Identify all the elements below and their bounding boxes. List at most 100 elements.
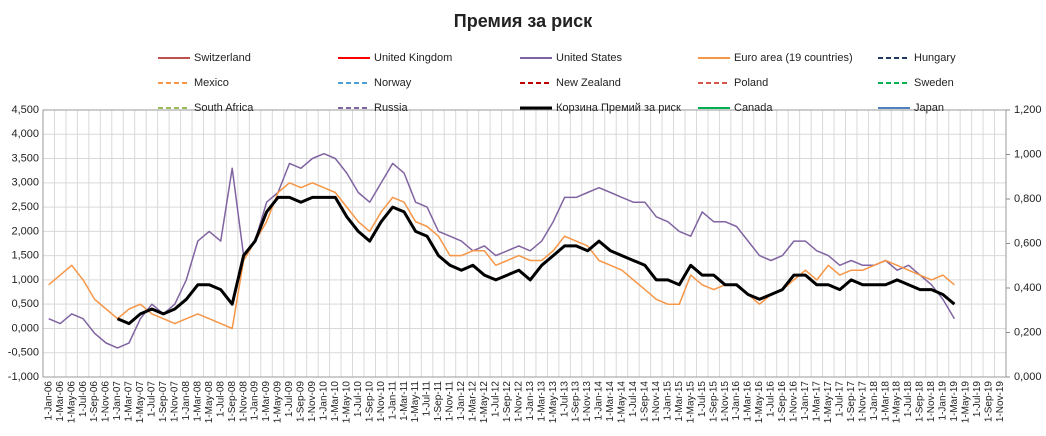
- x-tick-label: 1-Sep-06: [89, 381, 100, 423]
- x-tick-label: 1-Nov-16: [789, 381, 800, 423]
- x-tick-label: 1-Mar-09: [261, 381, 272, 422]
- y-tick-label: -1,000: [8, 371, 39, 383]
- x-tick-label: 1-May-14: [617, 381, 628, 424]
- x-tick-label: 1-Nov-08: [238, 381, 249, 423]
- y2-tick-label: 0,200: [1014, 326, 1042, 338]
- x-tick-label: 1-Jan-07: [112, 381, 123, 421]
- x-tick-label: 1-Jan-17: [800, 381, 811, 421]
- legend-label: Switzerland: [194, 52, 251, 64]
- x-tick-label: 1-May-12: [479, 381, 490, 424]
- y-tick-label: 2,500: [11, 201, 39, 213]
- x-tick-label: 1-Mar-16: [743, 381, 754, 422]
- legend-label: Hungary: [914, 52, 956, 64]
- x-tick-label: 1-Jul-13: [559, 381, 570, 418]
- x-tick-label: 1-Jul-17: [834, 381, 845, 418]
- y-tick-label: 3,500: [11, 152, 39, 164]
- x-tick-label: 1-Sep-14: [640, 381, 651, 423]
- x-tick-label: 1-Sep-09: [296, 381, 307, 423]
- x-tick-label: 1-Nov-13: [582, 381, 593, 423]
- x-tick-label: 1-Nov-18: [926, 381, 937, 423]
- x-tick-label: 1-May-16: [754, 381, 765, 424]
- y-tick-label: -0,500: [8, 347, 39, 359]
- x-tick-label: 1-May-19: [961, 381, 972, 424]
- x-tick-label: 1-May-11: [410, 381, 421, 423]
- y-tick-label: 3,000: [11, 177, 39, 189]
- y-tick-label: 0,000: [11, 322, 39, 334]
- x-tick-label: 1-May-10: [341, 381, 352, 424]
- y-tick-label: 1,000: [11, 274, 39, 286]
- x-tick-label: 1-Nov-09: [307, 381, 318, 423]
- x-tick-label: 1-Nov-11: [445, 381, 456, 422]
- legend-label: Japan: [914, 102, 944, 114]
- y2-tick-label: 0,000: [1014, 371, 1042, 383]
- y2-tick-label: 0,400: [1014, 282, 1042, 294]
- x-tick-label: 1-Mar-06: [55, 381, 66, 422]
- legend-label: Euro area (19 countries): [734, 52, 853, 64]
- x-tick-label: 1-Jul-18: [903, 381, 914, 418]
- legend-label: Mexico: [194, 77, 229, 89]
- x-tick-label: 1-Jan-18: [869, 381, 880, 421]
- series-line: [48, 152, 956, 349]
- y-tick-label: 2,000: [11, 225, 39, 237]
- x-tick-label: 1-Jan-06: [43, 381, 54, 421]
- y2-tick-label: 1,000: [1014, 148, 1042, 160]
- x-tick-label: 1-Mar-14: [605, 381, 616, 422]
- x-tick-label: 1-Nov-10: [376, 381, 387, 423]
- x-tick-label: 1-May-17: [823, 381, 834, 424]
- legend-label: Poland: [734, 77, 768, 89]
- x-tick-label: 1-Nov-15: [720, 381, 731, 423]
- x-tick-label: 1-Nov-07: [169, 381, 180, 423]
- y2-tick-label: 0,600: [1014, 237, 1042, 249]
- x-tick-label: 1-Jan-19: [938, 381, 949, 421]
- y-tick-label: 0,500: [11, 298, 39, 310]
- x-tick-label: 1-Jan-08: [181, 381, 192, 421]
- x-tick-label: 1-Jul-11: [422, 381, 433, 417]
- y2-tick-label: 0,800: [1014, 193, 1042, 205]
- x-tick-label: 1-Jul-19: [972, 381, 983, 418]
- x-tick-label: 1-Jul-07: [147, 381, 158, 418]
- x-tick-label: 1-Sep-07: [158, 381, 169, 423]
- x-tick-label: 1-Mar-10: [330, 381, 341, 422]
- x-tick-label: 1-Sep-12: [502, 381, 513, 423]
- x-tick-label: 1-Jul-09: [284, 381, 295, 418]
- x-tick-label: 1-Mar-19: [949, 381, 960, 422]
- x-tick-label: 1-May-07: [135, 381, 146, 424]
- x-tick-label: 1-Sep-16: [777, 381, 788, 423]
- x-tick-label: 1-Nov-12: [513, 381, 524, 423]
- legend-label: Корзина Премий за риск: [556, 102, 681, 114]
- x-tick-label: 1-May-13: [548, 381, 559, 424]
- legend-label: Russia: [374, 102, 409, 114]
- x-tick-label: 1-Jan-10: [319, 381, 330, 421]
- x-tick-label: 1-Jan-15: [662, 381, 673, 421]
- legend-label: South Africa: [194, 102, 254, 114]
- x-tick-label: 1-May-18: [892, 381, 903, 424]
- x-tick-label: 1-Jul-16: [766, 381, 777, 418]
- x-tick-label: 1-Jan-16: [731, 381, 742, 421]
- legend-label: Norway: [374, 77, 412, 89]
- x-tick-label: 1-May-15: [685, 381, 696, 424]
- legend-label: United States: [556, 52, 623, 64]
- x-tick-label: 1-Jan-11: [387, 381, 398, 420]
- y-tick-label: 1,500: [11, 250, 39, 262]
- x-tick-label: 1-Mar-15: [674, 381, 685, 422]
- x-tick-label: 1-Nov-17: [857, 381, 868, 423]
- x-tick-label: 1-Jan-09: [250, 381, 261, 421]
- x-tick-label: 1-Sep-10: [364, 381, 375, 423]
- x-tick-label: 1-Jul-12: [490, 381, 501, 418]
- x-tick-label: 1-Jul-08: [215, 381, 226, 418]
- plot-frame: [42, 109, 1007, 378]
- x-tick-label: 1-Sep-08: [227, 381, 238, 423]
- legend-label: Sweden: [914, 77, 954, 89]
- x-tick-label: 1-Nov-06: [101, 381, 112, 423]
- x-tick-label: 1-Nov-14: [651, 381, 662, 423]
- x-tick-label: 1-Jan-14: [594, 381, 605, 421]
- x-tick-label: 1-Mar-08: [192, 381, 203, 422]
- x-tick-label: 1-Jan-13: [525, 381, 536, 421]
- x-tick-label: 1-Sep-18: [915, 381, 926, 423]
- x-tick-label: 1-Jul-15: [697, 381, 708, 418]
- legend-label: United Kingdom: [374, 52, 452, 64]
- x-tick-label: 1-May-06: [66, 381, 77, 424]
- x-tick-label: 1-May-09: [273, 381, 284, 424]
- x-tick-label: 1-Mar-13: [536, 381, 547, 422]
